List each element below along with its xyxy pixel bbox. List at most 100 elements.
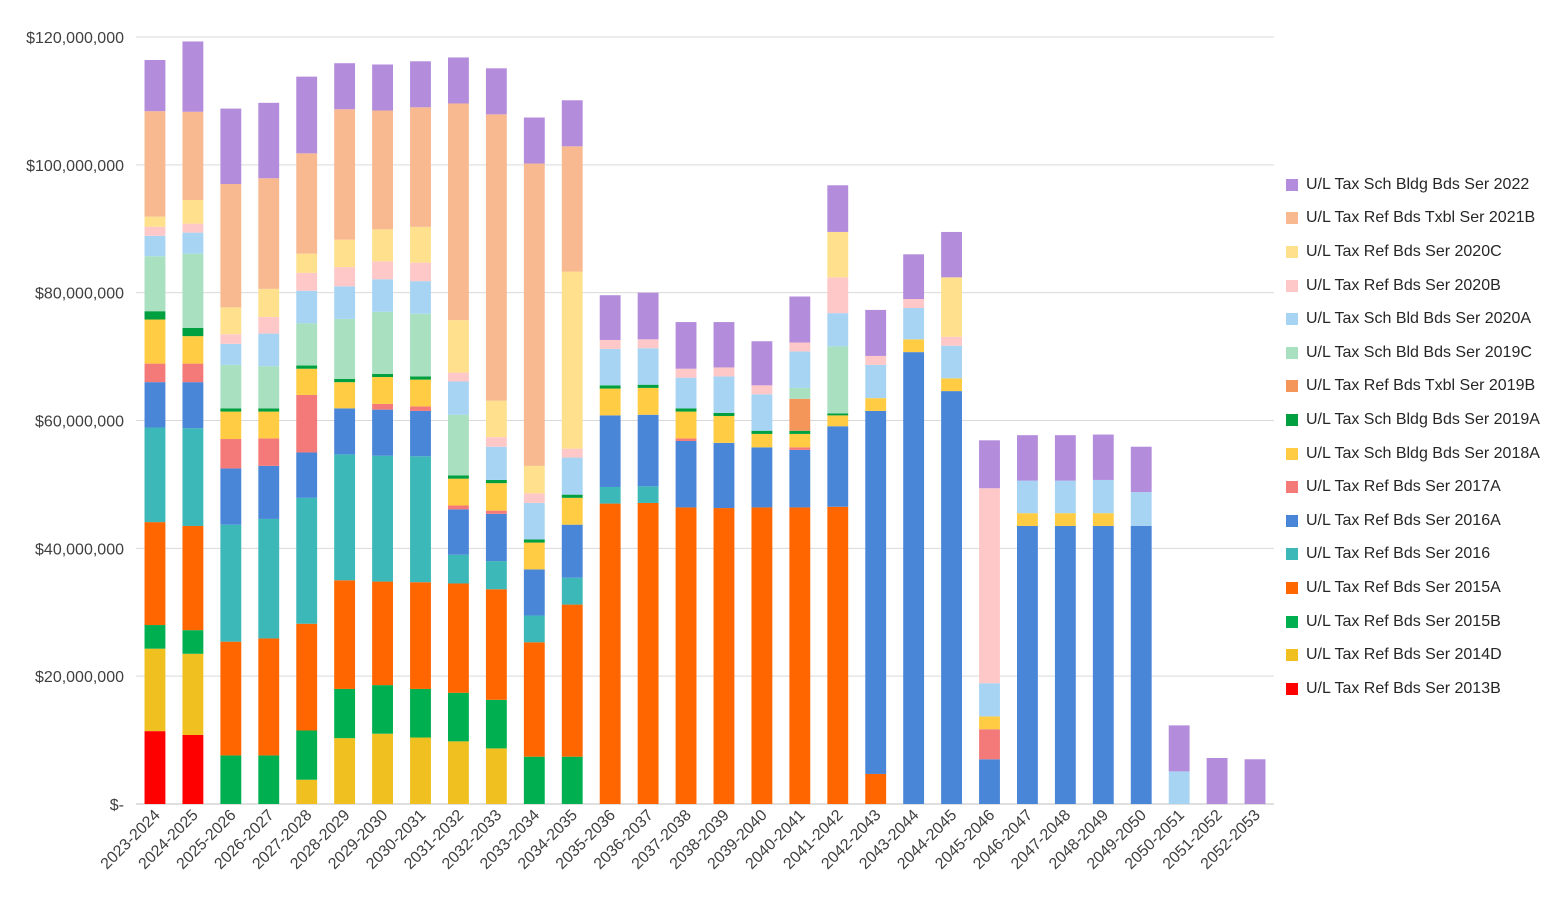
bar-segment [599, 295, 621, 340]
bar-segment [144, 427, 166, 523]
legend-item: U/L Tax Sch Bldg Bds Ser 2022 [1286, 168, 1540, 202]
bar-segment [713, 376, 735, 413]
bar-segment [410, 376, 431, 380]
bar-segment [903, 254, 925, 300]
bar-segment [1092, 479, 1114, 514]
bar-segment [827, 415, 849, 427]
bar-segment [561, 577, 583, 605]
bar-segment [865, 773, 887, 804]
bar-segment [599, 415, 621, 487]
bar-segment [448, 509, 469, 555]
bar-segment [182, 630, 204, 654]
bar-segment [448, 583, 469, 693]
legend-item: U/L Tax Ref Bds Ser 2016A [1286, 504, 1540, 538]
x-axis-tick-labels: 2023-20242024-20252025-20262026-20272027… [98, 807, 1264, 873]
bar-segment [334, 318, 356, 379]
bar-segment [903, 299, 925, 309]
bar-segment [1206, 757, 1228, 804]
bar-segment [410, 379, 431, 407]
bar-segment [485, 561, 507, 590]
bar-segment [485, 479, 507, 484]
bar-segment [410, 313, 431, 377]
bar-segment [1017, 525, 1038, 804]
bar-segment [182, 327, 204, 337]
bar-segment [372, 685, 393, 734]
legend-label: U/L Tax Ref Bds Ser 2016A [1306, 511, 1501, 529]
bar-segment [675, 507, 697, 804]
bar-segment [144, 256, 166, 312]
bar-segment [296, 497, 318, 624]
bar-segment [827, 277, 849, 314]
bar-segment [751, 430, 773, 434]
bar-segment [713, 367, 735, 377]
bar-segment [220, 755, 242, 804]
bar-segment [220, 307, 242, 335]
bar-segment [372, 733, 393, 804]
legend-item: U/L Tax Sch Bld Bds Ser 2019C [1286, 336, 1540, 370]
bar-segment [448, 505, 469, 510]
gridlines [136, 36, 1274, 805]
legend-item: U/L Tax Ref Bds Ser 2016 [1286, 538, 1540, 572]
bar-segment [220, 439, 242, 469]
bar-segment [372, 403, 393, 410]
bar-segment [296, 272, 318, 291]
bar-segment [979, 440, 1000, 489]
bar-stacks [144, 41, 1266, 804]
bar-segment [334, 109, 356, 240]
bar-segment [258, 316, 280, 334]
bar-segment [182, 41, 204, 112]
bar-segment [637, 384, 659, 388]
legend-item: U/L Tax Sch Bldg Bds Ser 2019A [1286, 403, 1540, 437]
bar-segment [789, 296, 811, 343]
bar-segment [372, 311, 393, 374]
bar-segment [523, 642, 545, 757]
bar-segment [789, 342, 811, 352]
bar-segment [1054, 525, 1076, 804]
bar-segment [827, 313, 849, 347]
bar-segment [751, 507, 773, 804]
bar-segment [675, 368, 697, 378]
bar-segment [220, 108, 242, 185]
bar-segment [144, 226, 166, 236]
bar-segment [410, 410, 431, 457]
bar-segment [979, 759, 1000, 804]
legend-label: U/L Tax Ref Bds Ser 2015A [1306, 578, 1501, 596]
bar-segment [599, 385, 621, 389]
bar-segment [637, 339, 659, 349]
y-tick-label: $40,000,000 [35, 541, 124, 558]
bar-segment [1130, 446, 1152, 493]
bar-segment [258, 465, 280, 519]
bar-segment [599, 486, 621, 504]
bar-segment [523, 539, 545, 543]
bar-segment [979, 488, 1000, 684]
bar-segment [865, 355, 887, 365]
bar-segment [334, 408, 356, 455]
bar-segment [485, 589, 507, 700]
bar-segment [258, 288, 280, 317]
legend-item: U/L Tax Ref Bds Ser 2015B [1286, 605, 1540, 639]
bar-segment [182, 111, 204, 200]
legend-item: U/L Tax Ref Bds Ser 2013B [1286, 672, 1540, 706]
bar-segment [523, 502, 545, 540]
bar-segment [523, 542, 545, 570]
bar-segment [941, 231, 962, 278]
bar-segment [561, 146, 583, 272]
bar-segment [941, 336, 962, 346]
bar-segment [448, 372, 469, 382]
bar-segment [182, 363, 204, 383]
bar-segment [865, 309, 887, 356]
bar-segment [789, 387, 811, 399]
bar-segment [789, 507, 811, 804]
bar-segment [182, 253, 204, 328]
bar-segment [182, 232, 204, 254]
bar-segment [523, 163, 545, 466]
bar-segment [296, 730, 318, 780]
bar-segment [1130, 492, 1152, 526]
bar-segment [334, 63, 356, 110]
bar-segment [561, 494, 583, 498]
bar-segment [410, 406, 431, 411]
y-tick-label: $- [110, 797, 124, 814]
bar-segment [979, 729, 1000, 760]
bar-segment [1054, 435, 1076, 481]
bar-segment [448, 103, 469, 321]
